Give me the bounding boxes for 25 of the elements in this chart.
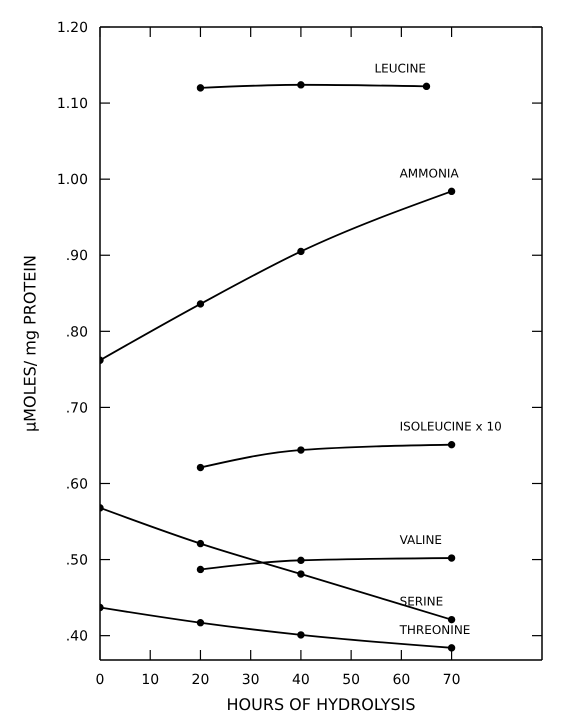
y-tick-label: 1.20 xyxy=(56,20,88,36)
y-tick-label: .70 xyxy=(66,400,88,416)
x-tick-label: 0 xyxy=(96,672,104,688)
y-tick-label: .90 xyxy=(66,248,88,264)
y-tick-label: .60 xyxy=(66,476,88,492)
x-tick-label: 30 xyxy=(242,672,260,688)
y-tick-label: 1.10 xyxy=(56,96,88,112)
y-tick-label: .80 xyxy=(66,324,88,340)
y-tick-label: 1.00 xyxy=(56,172,88,188)
x-tick-label: 60 xyxy=(392,672,410,688)
x-tick-label: 10 xyxy=(141,672,160,688)
series-label: ISOLEUCINE x 10 xyxy=(400,420,502,434)
series-label: LEUCINE xyxy=(374,61,426,76)
x-tick-label: 50 xyxy=(342,672,360,688)
series-label: THREONINE xyxy=(398,622,470,637)
x-axis-title: HOURS OF HYDROLYSIS xyxy=(226,695,416,714)
series-label: VALINE xyxy=(400,533,442,548)
y-tick-label: .50 xyxy=(66,552,88,569)
x-tick-label: 40 xyxy=(292,672,310,688)
series-label: AMMONIA xyxy=(400,166,460,180)
x-tick-label: 70 xyxy=(442,672,461,688)
y-axis-title: µMOLES/ mg PROTEIN xyxy=(20,255,40,432)
x-tick-label: 20 xyxy=(192,672,210,688)
y-tick-label: .40 xyxy=(66,628,88,645)
series-label: SERINE xyxy=(400,594,444,609)
